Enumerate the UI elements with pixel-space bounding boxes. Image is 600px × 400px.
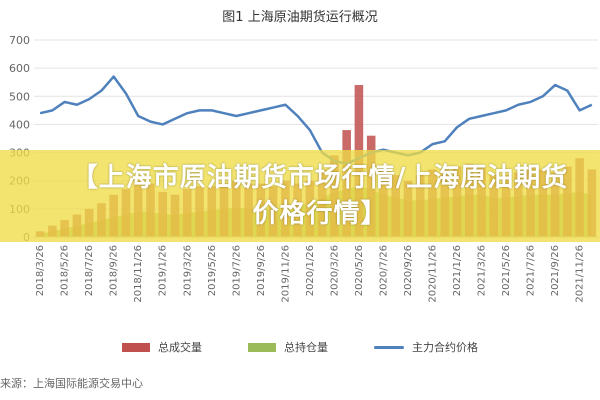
x-tick-label: 2020/1/26 (305, 245, 316, 296)
x-tick-label: 2018/11/26 (133, 245, 144, 303)
y-tick-label: 600 (9, 62, 30, 75)
x-tick-label: 2018/9/26 (109, 245, 120, 296)
headline-banner (0, 150, 600, 242)
x-tick-label: 2021/1/26 (452, 245, 463, 296)
legend-swatch-open-interest (248, 342, 276, 352)
x-tick-label: 2020/7/26 (378, 245, 389, 296)
x-tick-label: 2020/3/26 (329, 245, 340, 296)
x-tick-label: 2018/5/26 (60, 245, 71, 296)
x-tick-label: 2021/9/26 (550, 245, 561, 296)
legend-item-open-interest: 总持仓量 (248, 337, 328, 357)
legend-swatch-price (374, 345, 404, 349)
legend-label-open-interest: 总持仓量 (284, 341, 328, 354)
x-tick-label: 2019/3/26 (182, 245, 193, 296)
x-tick-label: 2019/5/26 (207, 245, 218, 296)
x-tick-label: 2021/3/26 (477, 245, 488, 296)
x-tick-label: 2019/7/26 (231, 245, 242, 296)
x-tick-label: 2020/5/26 (354, 245, 365, 296)
legend-label-price: 主力合约价格 (412, 341, 478, 354)
x-tick-label: 2018/7/26 (84, 245, 95, 296)
legend-item-volume: 总成交量 (122, 337, 202, 357)
legend-swatch-volume (122, 342, 150, 352)
headline-text: 【上海市原油期货市场行情/上海原油期货价格行情】 (71, 163, 569, 229)
legend-label-volume: 总成交量 (158, 341, 202, 354)
x-tick-label: 2021/7/26 (526, 245, 537, 296)
x-tick-label: 2020/11/26 (427, 245, 438, 303)
legend-item-price: 主力合约价格 (374, 337, 478, 357)
x-tick-label: 2018/3/26 (35, 245, 46, 296)
y-tick-label: 500 (9, 90, 30, 103)
x-tick-label: 2021/11/26 (575, 245, 586, 303)
price-line (39, 75, 593, 166)
x-tick-label: 2019/9/26 (256, 245, 267, 296)
y-tick-label: 400 (9, 118, 30, 131)
chart-legend: 总成交量 总持仓量 主力合约价格 (0, 337, 600, 357)
y-tick-label: 700 (9, 34, 30, 47)
chart-title: 图1 上海原油期货运行概况 (222, 10, 378, 25)
source-note: 来源：上海国际能源交易中心 (0, 377, 143, 390)
x-tick-label: 2021/5/26 (501, 245, 512, 296)
x-tick-label: 2019/11/26 (280, 245, 291, 303)
x-tick-label: 2019/1/26 (158, 245, 169, 296)
x-tick-label: 2020/9/26 (403, 245, 414, 296)
